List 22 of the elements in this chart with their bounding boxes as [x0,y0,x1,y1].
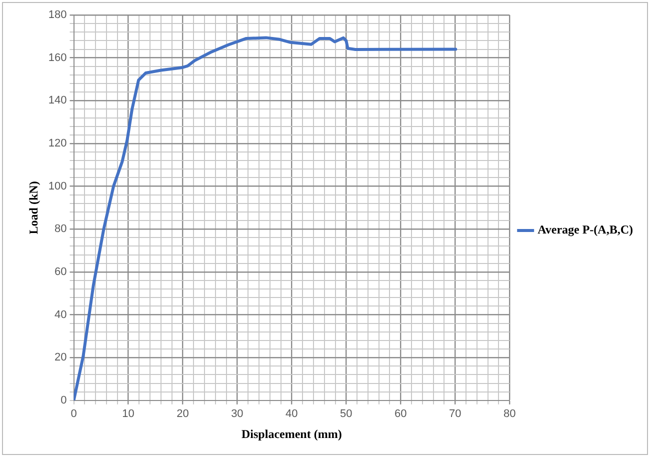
x-tick-label: 30 [231,408,244,420]
y-tick-label: 180 [48,9,67,22]
x-tick-label: 40 [286,408,298,420]
y-tick-label: 100 [48,180,67,192]
y-tick-label: 40 [54,308,67,321]
x-tick-label: 20 [176,408,189,420]
x-tick-label: 60 [394,408,407,420]
x-axis-title: Displacement (mm) [242,426,342,441]
legend-label: Average P-(A,B,C) [538,222,634,237]
y-axis-title: Load (kN) [26,181,40,234]
x-tick-label: 50 [340,408,352,420]
y-tick-label: 0 [60,394,67,406]
y-tick-label: 20 [54,352,67,364]
x-tick-label: 10 [122,408,134,420]
x-tick-label: 0 [70,408,77,420]
y-tick-label: 120 [48,138,67,150]
y-tick-label: 160 [48,52,67,64]
x-tick-label: 70 [448,408,462,420]
x-tick-label: 80 [503,408,516,420]
y-tick-label: 80 [54,223,67,236]
y-tick-label: 140 [48,94,67,107]
y-tick-label: 60 [54,266,67,278]
